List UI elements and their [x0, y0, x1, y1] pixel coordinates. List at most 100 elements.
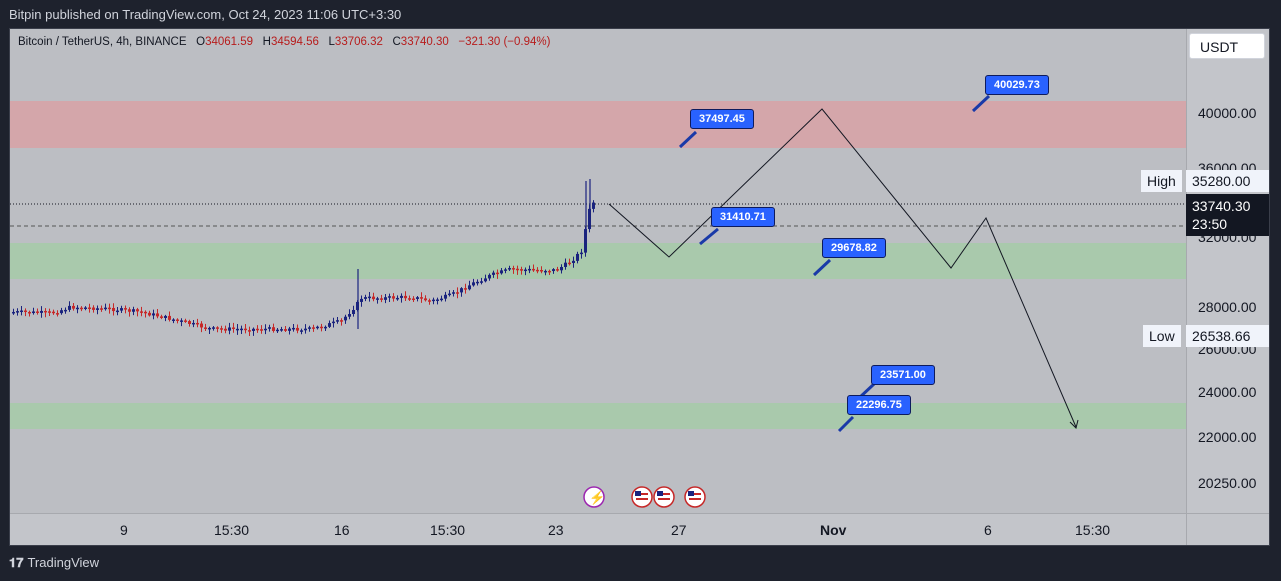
lightning-event-icon[interactable]: [583, 486, 605, 508]
candle-body: [148, 312, 151, 316]
candle-body: [188, 321, 191, 324]
resistance-zone: [10, 101, 1186, 148]
price-callout[interactable]: 22296.75: [847, 395, 911, 415]
symbol-name[interactable]: Bitcoin / TetherUS, 4h, BINANCE: [18, 36, 187, 48]
candle-body: [368, 296, 371, 299]
candle-body: [540, 269, 543, 272]
candle-body: [44, 310, 47, 313]
low-value: 33706.32: [334, 36, 383, 48]
candle-body: [196, 322, 199, 325]
high-value: 34594.56: [270, 36, 319, 48]
candle-body: [60, 310, 63, 314]
last-price-label: 33740.30 23:50: [1186, 194, 1269, 236]
callout-pointer: [971, 94, 991, 113]
candle-body: [272, 327, 275, 331]
candle-body: [360, 298, 363, 302]
us-flag-event-icon[interactable]: [684, 486, 706, 508]
candle-body: [280, 329, 283, 331]
candle-body: [348, 314, 351, 317]
candle-body: [160, 316, 163, 318]
candle-body: [72, 305, 75, 309]
candle-body: [248, 330, 251, 332]
candle-body: [428, 300, 431, 302]
candle-body: [84, 307, 87, 310]
candle-body: [300, 330, 303, 332]
publish-header: Bitpin published on TradingView.com, Oct…: [0, 0, 1281, 28]
candle-body: [556, 269, 559, 271]
candle-body: [136, 309, 139, 312]
candle-body: [452, 292, 455, 294]
support-zone-lower: [10, 403, 1186, 429]
price-callout[interactable]: 40029.73: [985, 75, 1049, 95]
candle-body: [524, 269, 527, 272]
candle-body: [12, 311, 15, 314]
candle-body: [80, 307, 83, 310]
candle-body: [88, 307, 91, 310]
candle-body: [24, 310, 27, 313]
candle-body: [236, 328, 239, 331]
candle-body: [380, 298, 383, 300]
candle-body: [344, 316, 347, 321]
support-zone-upper: [10, 243, 1186, 279]
candle-body: [544, 270, 547, 273]
time-scale[interactable]: [10, 513, 1186, 545]
candle-body: [480, 281, 483, 283]
projection-arrowhead: [1069, 419, 1079, 429]
candle-body: [244, 328, 247, 331]
candle-body: [504, 269, 507, 271]
chart-pane[interactable]: ⚡ Bitcoin / TetherUS, 4h, BINANCE O34061…: [10, 29, 1186, 513]
candle-body: [172, 319, 175, 321]
footer-brand[interactable]: TradingView: [27, 555, 100, 570]
candle-body: [120, 308, 123, 311]
candle-body: [448, 293, 451, 296]
candle-body: [176, 319, 179, 321]
us-flag-event-icon[interactable]: [653, 486, 675, 508]
candle-body: [76, 307, 79, 310]
event-markers[interactable]: ⚡: [583, 486, 706, 508]
candle-body: [36, 311, 39, 313]
projection-path: [608, 108, 1077, 428]
price-scale[interactable]: [1186, 29, 1269, 513]
tradingview-logo-icon[interactable]: 𝟏𝟕: [9, 555, 24, 570]
candle-body: [56, 313, 59, 315]
candle-body: [68, 305, 71, 310]
candle-body: [116, 310, 119, 313]
candle-body: [64, 309, 67, 312]
us-flag-event-icon[interactable]: [631, 486, 653, 508]
currency-button[interactable]: USDT: [1189, 33, 1265, 59]
price-callout[interactable]: 29678.82: [822, 238, 886, 258]
low-marker-label: Low: [1143, 325, 1181, 347]
candle-body: [48, 311, 51, 313]
candlestick-series: [12, 179, 595, 336]
change-value: −321.30 (−0.94%): [458, 36, 551, 48]
candle-body: [288, 328, 291, 331]
time-tick: 27: [671, 522, 687, 538]
candle-body: [232, 327, 235, 329]
callout-pointer: [812, 258, 832, 277]
candle-body: [432, 299, 435, 302]
symbol-legend: Bitcoin / TetherUS, 4h, BINANCE O34061.5…: [18, 36, 550, 48]
candle-body: [28, 311, 31, 314]
candle-body: [516, 268, 519, 271]
price-callout[interactable]: 31410.71: [711, 207, 775, 227]
candle-body: [412, 298, 415, 301]
candle-body: [476, 281, 479, 284]
candle-body: [212, 327, 215, 329]
candle-body: [204, 327, 207, 329]
candle-body: [224, 328, 227, 331]
price-tick: 28000.00: [1198, 299, 1257, 315]
time-tick: 15:30: [1075, 522, 1111, 538]
price-callout[interactable]: 37497.45: [690, 109, 754, 129]
candle-body: [156, 313, 159, 317]
chart-canvas: ⚡: [10, 94, 1186, 508]
price-tick: 40000.00: [1198, 105, 1257, 121]
candle-body: [312, 327, 315, 329]
candle-body: [396, 297, 399, 300]
time-tick: 9: [120, 522, 128, 538]
publish-text: Bitpin published on TradingView.com, Oct…: [9, 7, 402, 22]
open-label: O: [196, 36, 206, 48]
price-callout[interactable]: 23571.00: [871, 365, 935, 385]
candle-body: [400, 295, 403, 298]
candle-body: [560, 266, 563, 271]
candle-body: [308, 327, 311, 329]
